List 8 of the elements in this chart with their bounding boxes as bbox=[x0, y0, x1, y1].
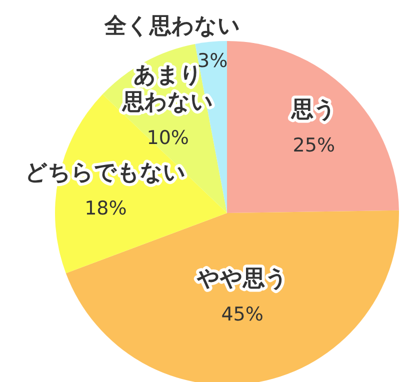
pie-slice bbox=[227, 41, 399, 213]
slice-label: やや思う bbox=[196, 266, 288, 292]
slice-label: 思う bbox=[290, 97, 336, 122]
data-label: 45% bbox=[221, 304, 264, 326]
data-label: 18% bbox=[84, 198, 127, 220]
data-label: 10% bbox=[146, 127, 189, 150]
slice-label: 全く思わない bbox=[104, 14, 241, 39]
data-label: 25% bbox=[292, 134, 335, 156]
